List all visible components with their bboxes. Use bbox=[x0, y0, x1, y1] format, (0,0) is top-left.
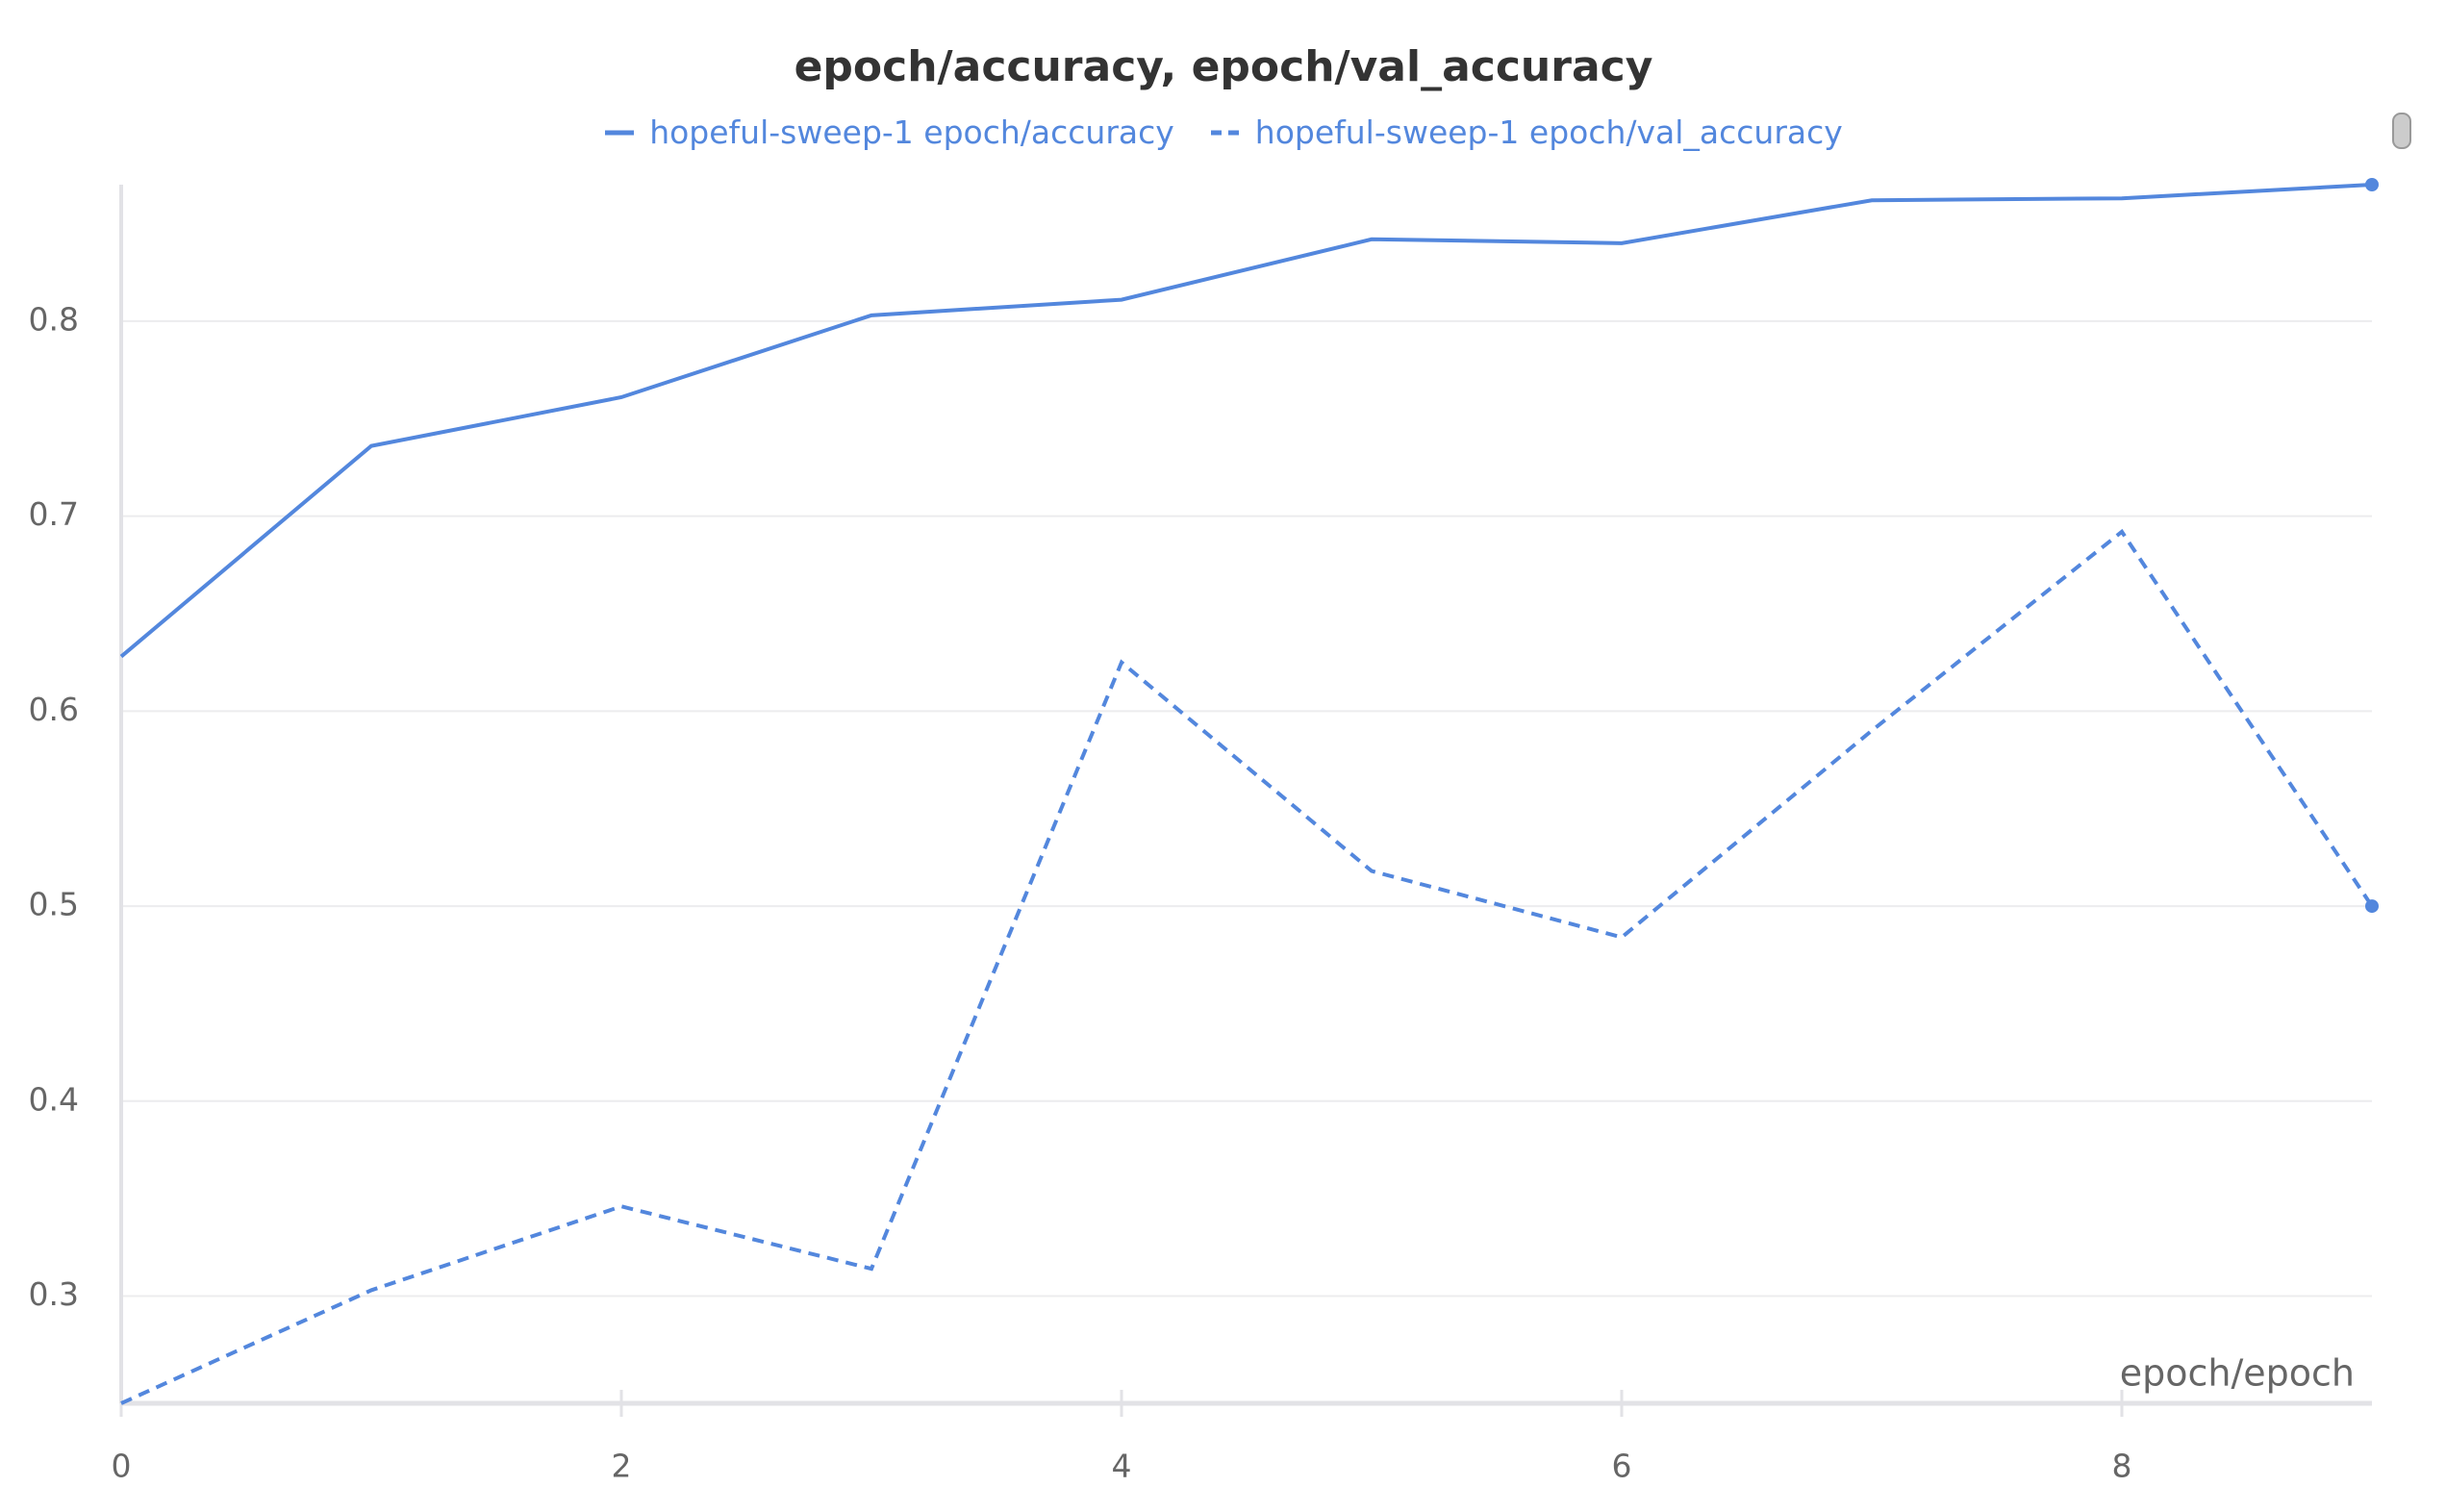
x-tick-label: 2 bbox=[612, 1448, 632, 1485]
legend-item: hopeful-sweep-1 epoch/accuracy bbox=[603, 113, 1174, 151]
x-axis-label: epoch/epoch bbox=[2120, 1352, 2355, 1395]
end-point bbox=[2365, 178, 2379, 191]
legend-label: hopeful-sweep-1 epoch/accuracy bbox=[649, 113, 1174, 151]
y-tick-label: 0.7 bbox=[29, 495, 79, 533]
legend-item: hopeful-sweep-1 epoch/val_accuracy bbox=[1209, 113, 1843, 151]
chart-title: epoch/accuracy, epoch/val_accuracy bbox=[794, 42, 1653, 91]
legend-label: hopeful-sweep-1 epoch/val_accuracy bbox=[1254, 113, 1843, 151]
y-tick-label: 0.6 bbox=[29, 691, 79, 728]
series-line bbox=[119, 183, 2373, 659]
legend-swatch bbox=[605, 130, 635, 135]
series-line bbox=[120, 528, 2374, 1405]
y-tick-label: 0.8 bbox=[29, 300, 79, 338]
end-point bbox=[2365, 899, 2379, 914]
x-tick-label: 8 bbox=[2112, 1448, 2132, 1485]
y-tick-label: 0.3 bbox=[29, 1275, 79, 1313]
x-tick-label: 4 bbox=[1112, 1448, 1132, 1485]
y-tick-label: 0.4 bbox=[29, 1080, 79, 1118]
legend-swatch bbox=[1210, 130, 1240, 135]
legend: hopeful-sweep-1 epoch/accuracy hopeful-sw… bbox=[0, 113, 2446, 151]
y-tick-label: 0.5 bbox=[29, 886, 79, 923]
x-tick-label: 0 bbox=[112, 1448, 132, 1485]
x-tick-label: 6 bbox=[1612, 1448, 1632, 1485]
scroll-handle bbox=[2392, 113, 2411, 149]
